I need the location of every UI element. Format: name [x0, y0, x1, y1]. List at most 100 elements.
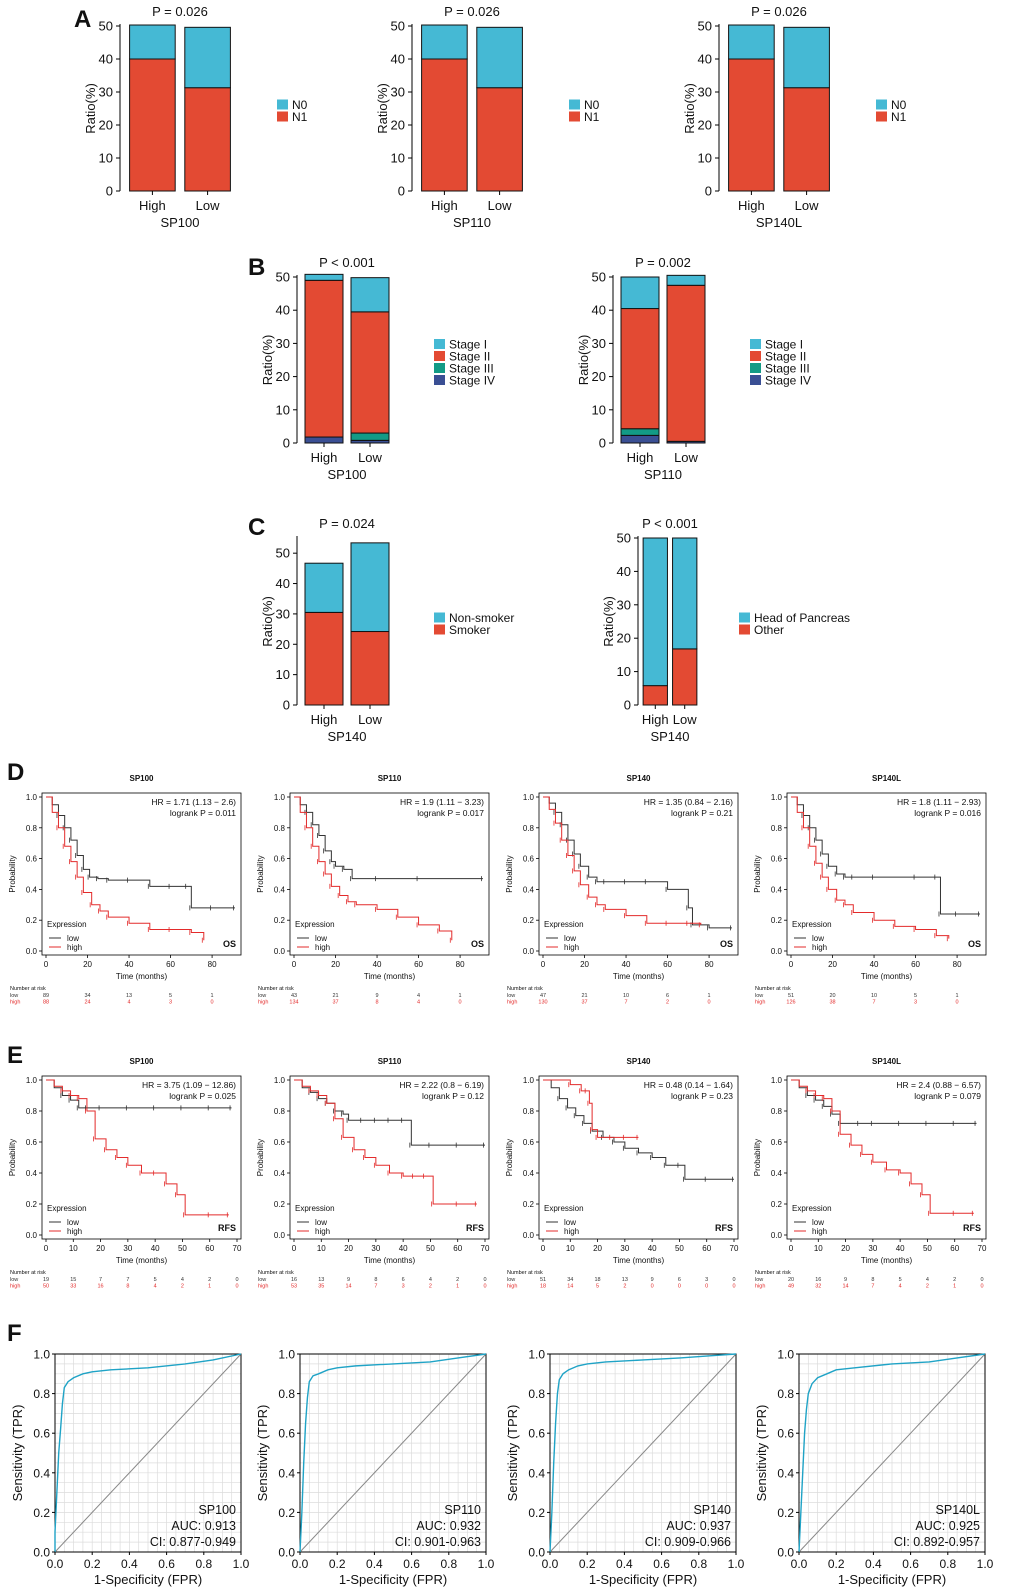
x-tick-label: High [642, 712, 669, 727]
x-tick-label: 0.2 [84, 1557, 101, 1571]
x-tick-label: 0.0 [292, 1557, 309, 1571]
risk-count: 2 [953, 1277, 956, 1283]
x-tick-label: 80 [705, 960, 714, 969]
endpoint-label: RFS [218, 1223, 236, 1233]
risk-count: 43 [291, 993, 297, 999]
x-axis-label: Time (months) [364, 1256, 416, 1265]
y-tick-label: 0.2 [274, 1200, 286, 1209]
bar-segment-stage-iv [620, 434, 660, 444]
risk-table-label: Number at risk [258, 986, 294, 992]
roc-auc-text: AUC: 0.932 [416, 1519, 481, 1533]
x-tick-label: Low [358, 712, 382, 727]
y-tick-label: 0.8 [33, 1387, 50, 1401]
risk-count: 0 [483, 1277, 486, 1283]
risk-group-label: low [755, 993, 763, 999]
y-tick-label: 0.2 [26, 1200, 38, 1209]
y-tick-label: 0.2 [771, 916, 783, 925]
risk-count: 34 [84, 993, 90, 999]
risk-count: 0 [678, 1284, 681, 1290]
y-tick-label: 10 [617, 664, 631, 679]
risk-count: 15 [70, 1277, 76, 1283]
risk-count: 16 [291, 1277, 297, 1283]
km-chart-sp140l: 0.00.20.40.60.81.00 10 20 30 40 50 60 70SP140LH… [753, 1057, 987, 1290]
x-tick-label: 0.0 [542, 1557, 559, 1571]
risk-count: 3 [705, 1277, 708, 1283]
y-tick-label: 20 [276, 369, 290, 384]
y-axis-label: Ratio(%) [260, 335, 275, 386]
y-tick-label: 1.0 [33, 1348, 50, 1362]
km-curve-low [46, 796, 235, 909]
panel-letter-c: C [248, 514, 265, 541]
x-tick-label: 0.4 [616, 1557, 633, 1571]
y-axis-label: Probability [753, 1139, 762, 1176]
km-title: SP140L [872, 774, 901, 783]
y-tick-label: 0.2 [528, 1506, 545, 1520]
x-axis-label: SP100 [160, 215, 199, 230]
y-tick-label: 0.0 [523, 1231, 535, 1240]
roc-curve [798, 1353, 986, 1553]
risk-count: 0 [235, 1277, 238, 1283]
risk-count: 1 [208, 1284, 211, 1290]
x-axis-label: SP140 [327, 729, 366, 744]
risk-count: 7 [374, 1284, 377, 1290]
x-tick-label: 0.6 [902, 1557, 919, 1571]
x-tick-label: 0.6 [158, 1557, 175, 1571]
km-title: SP140 [626, 1057, 651, 1066]
y-axis-label: Probability [8, 1139, 17, 1176]
risk-count: 49 [788, 1284, 794, 1290]
legend-label: Stage I [449, 338, 487, 352]
risk-count: 2 [181, 1284, 184, 1290]
x-axis-label: 1-Specificity (FPR) [589, 1572, 697, 1587]
legend-title: Expression [792, 920, 832, 929]
km-curve-low [294, 796, 483, 880]
risk-count: 0 [235, 1284, 238, 1290]
risk-count: 89 [43, 993, 49, 999]
risk-count: 4 [417, 993, 420, 999]
x-tick-label: 0 [292, 960, 297, 969]
bar-segment-head-of-pancreas [642, 537, 668, 687]
x-tick-label: 0 [541, 1244, 546, 1253]
x-tick-label: 20 [96, 1244, 105, 1253]
bar-segment-stage-ii [666, 284, 706, 442]
risk-count: 47 [540, 993, 546, 999]
risk-count: 50 [43, 1284, 49, 1290]
y-tick-label: 0.2 [777, 1506, 794, 1520]
legend-swatch [434, 339, 445, 349]
risk-count: 14 [843, 1284, 849, 1290]
bar-segment-stage-i [620, 276, 660, 310]
y-tick-label: 0.8 [523, 1107, 535, 1116]
km-curve-high [294, 796, 453, 941]
risk-count: 8 [374, 1277, 377, 1283]
legend-swatch [434, 363, 445, 373]
legend-title: Expression [792, 1204, 832, 1213]
plot-frame [299, 1353, 487, 1553]
risk-count: 5 [154, 1277, 157, 1283]
risk-count: 16 [98, 1284, 104, 1290]
risk-count: 0 [732, 1284, 735, 1290]
y-tick-label: 0.8 [771, 824, 783, 833]
endpoint-label: OS [223, 939, 236, 949]
risk-count: 6 [678, 1277, 681, 1283]
logrank-text: logrank P = 0.017 [417, 808, 484, 818]
y-tick-label: 1.0 [523, 793, 535, 802]
plot-frame [538, 792, 739, 956]
risk-count: 0 [651, 1284, 654, 1290]
x-tick-label: 0 [789, 960, 794, 969]
legend-label: Stage II [765, 350, 806, 364]
diagonal-reference [54, 1353, 242, 1553]
y-tick-label: 0.8 [26, 824, 38, 833]
bar-segment-other [672, 648, 698, 706]
legend-swatch [434, 612, 445, 623]
x-tick-label: 0 [44, 1244, 49, 1253]
risk-count: 32 [815, 1284, 821, 1290]
risk-group-label: low [755, 1277, 763, 1283]
x-tick-label: 0 [789, 1244, 794, 1253]
y-tick-label: 0 [283, 698, 290, 713]
legend-title: Expression [544, 1204, 584, 1213]
x-tick-label: 10 [317, 1244, 326, 1253]
risk-count: 2 [666, 1000, 669, 1006]
chart-title: P = 0.026 [751, 4, 807, 19]
roc-ci-text: CI: 0.909-0.966 [645, 1535, 731, 1549]
legend-swatch [750, 375, 761, 385]
